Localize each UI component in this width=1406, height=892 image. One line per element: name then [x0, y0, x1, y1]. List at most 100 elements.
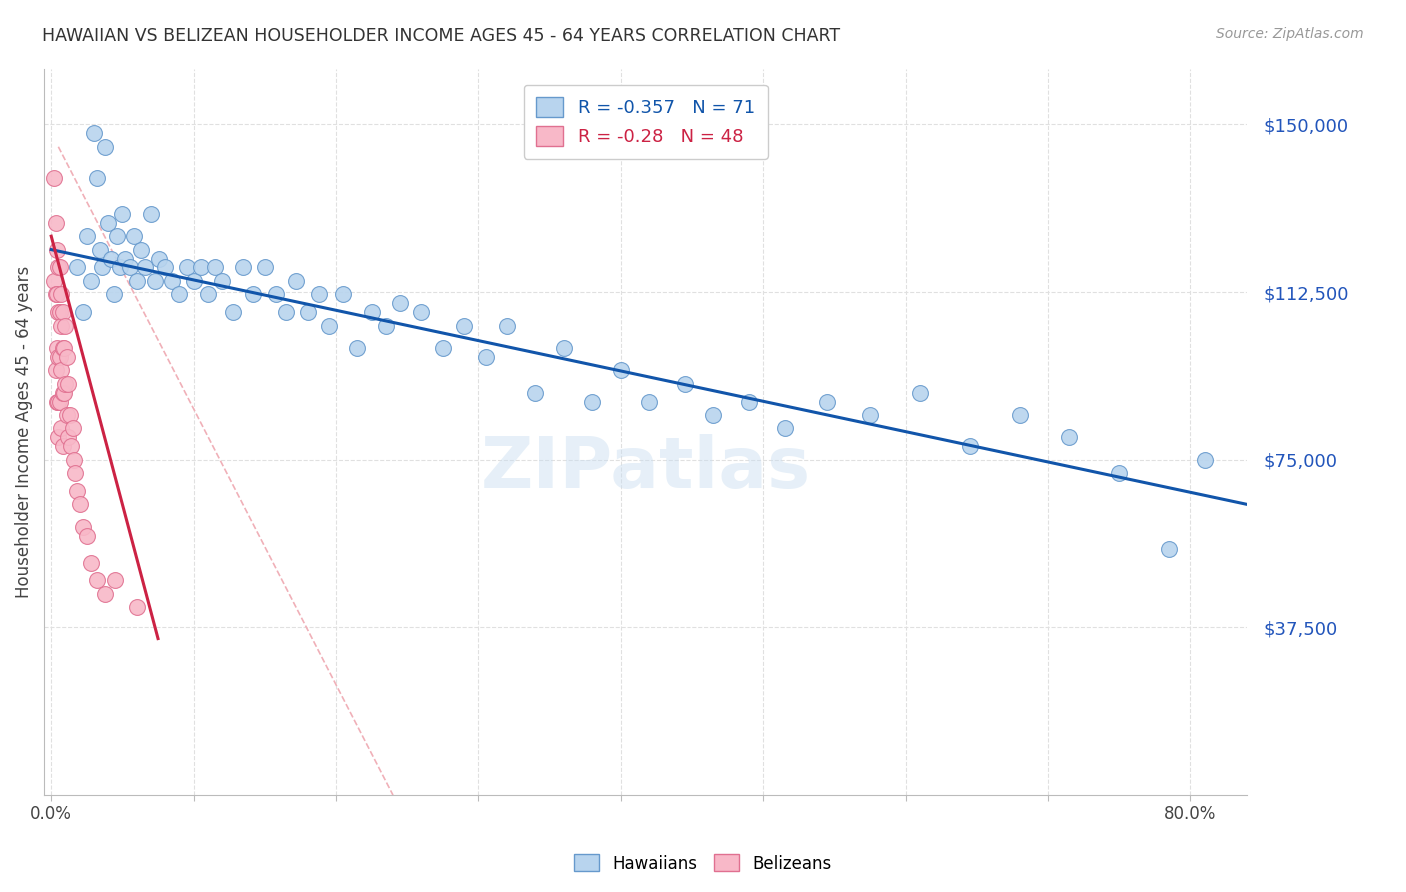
- Point: [45, 394, 67, 409]
- Point: [1157, 542, 1180, 557]
- Point: [190, 260, 212, 275]
- Point: [125, 274, 148, 288]
- Point: [65, 466, 87, 480]
- Point: [114, 252, 136, 266]
- Point: [97, 216, 120, 230]
- Point: [211, 274, 233, 288]
- Point: [56, 350, 79, 364]
- Point: [773, 421, 796, 435]
- Point: [702, 408, 724, 422]
- Text: ZIPatlas: ZIPatlas: [481, 434, 811, 502]
- Point: [76, 229, 98, 244]
- Point: [72, 305, 94, 319]
- Point: [581, 394, 603, 409]
- Point: [52, 341, 75, 355]
- Point: [45, 243, 67, 257]
- Point: [1059, 430, 1081, 444]
- Point: [253, 260, 276, 275]
- Point: [118, 260, 141, 275]
- Point: [524, 385, 547, 400]
- Point: [242, 287, 264, 301]
- Point: [62, 421, 84, 435]
- Point: [1108, 466, 1130, 480]
- Point: [83, 126, 105, 140]
- Point: [104, 574, 127, 588]
- Point: [176, 260, 198, 275]
- Point: [389, 296, 412, 310]
- Point: [48, 430, 70, 444]
- Point: [108, 260, 131, 275]
- Point: [285, 274, 308, 288]
- Point: [183, 274, 205, 288]
- Point: [49, 394, 72, 409]
- Point: [53, 341, 76, 355]
- Point: [308, 287, 330, 301]
- Point: [197, 287, 219, 301]
- Text: Source: ZipAtlas.com: Source: ZipAtlas.com: [1216, 27, 1364, 41]
- Point: [51, 287, 73, 301]
- Point: [72, 520, 94, 534]
- Point: [45, 287, 67, 301]
- Point: [60, 439, 83, 453]
- Point: [148, 252, 170, 266]
- Point: [738, 394, 761, 409]
- Point: [453, 318, 475, 333]
- Text: HAWAIIAN VS BELIZEAN HOUSEHOLDER INCOME AGES 45 - 64 YEARS CORRELATION CHART: HAWAIIAN VS BELIZEAN HOUSEHOLDER INCOME …: [42, 27, 841, 45]
- Point: [91, 260, 114, 275]
- Point: [111, 207, 134, 221]
- Point: [52, 385, 75, 400]
- Point: [169, 287, 191, 301]
- Point: [103, 287, 125, 301]
- Point: [553, 341, 575, 355]
- Point: [139, 207, 162, 221]
- Point: [153, 260, 176, 275]
- Point: [86, 171, 108, 186]
- Point: [105, 229, 128, 244]
- Point: [49, 305, 72, 319]
- Point: [815, 394, 838, 409]
- Point: [66, 483, 89, 498]
- Point: [332, 287, 354, 301]
- Point: [222, 305, 245, 319]
- Point: [42, 171, 65, 186]
- Point: [134, 260, 156, 275]
- Point: [496, 318, 519, 333]
- Point: [610, 363, 633, 377]
- Point: [122, 229, 145, 244]
- Point: [432, 341, 454, 355]
- Point: [143, 274, 166, 288]
- Point: [232, 260, 254, 275]
- Point: [673, 376, 696, 391]
- Point: [276, 305, 298, 319]
- Point: [89, 243, 111, 257]
- Point: [318, 318, 340, 333]
- Point: [59, 408, 82, 422]
- Point: [66, 260, 89, 275]
- Point: [53, 385, 76, 400]
- Point: [44, 363, 66, 377]
- Point: [125, 600, 148, 615]
- Point: [42, 274, 65, 288]
- Y-axis label: Householder Income Ages 45 - 64 years: Householder Income Ages 45 - 64 years: [15, 266, 32, 598]
- Point: [63, 452, 86, 467]
- Point: [94, 587, 117, 601]
- Point: [204, 260, 226, 275]
- Point: [55, 376, 77, 391]
- Point: [48, 305, 70, 319]
- Point: [129, 243, 152, 257]
- Point: [45, 341, 67, 355]
- Point: [360, 305, 382, 319]
- Point: [100, 252, 122, 266]
- Point: [56, 408, 79, 422]
- Point: [51, 363, 73, 377]
- Point: [58, 376, 80, 391]
- Point: [374, 318, 396, 333]
- Point: [69, 498, 91, 512]
- Point: [76, 529, 98, 543]
- Point: [44, 287, 66, 301]
- Point: [264, 287, 287, 301]
- Point: [51, 421, 73, 435]
- Point: [80, 556, 103, 570]
- Point: [859, 408, 882, 422]
- Point: [1008, 408, 1031, 422]
